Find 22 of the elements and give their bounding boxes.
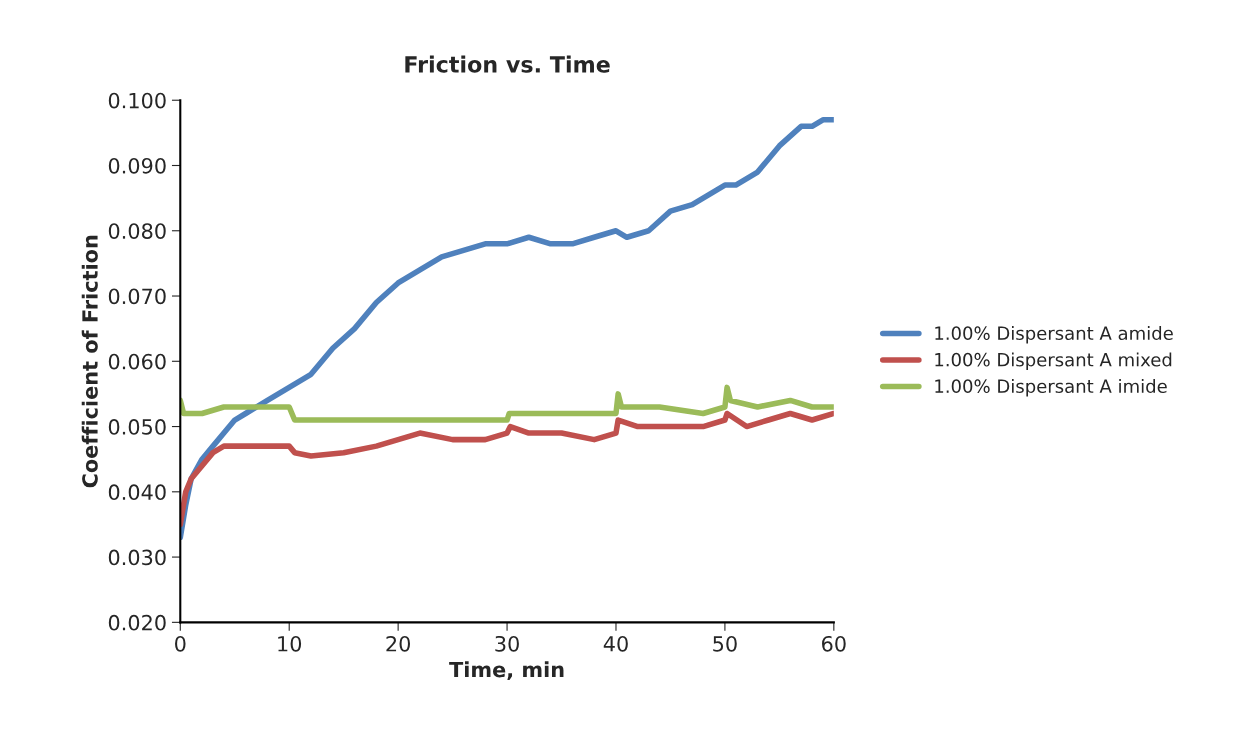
y-tick-label: 0.040 <box>108 484 166 501</box>
y-tick-label: 0.060 <box>108 353 166 370</box>
x-tick-label: 10 <box>278 635 302 652</box>
chart-title: Friction vs. Time <box>405 55 610 73</box>
legend-label: 1.00% Dispersant A amide <box>935 326 1173 344</box>
y-tick-label: 0.050 <box>108 419 166 435</box>
x-axis-title: Time, min <box>449 661 564 681</box>
y-tick-label: 0.030 <box>108 549 166 566</box>
y-tick-label: 0.090 <box>108 157 166 174</box>
legend-label: 1.00% Dispersant A imide <box>935 379 1167 397</box>
x-tick-label: 20 <box>386 635 411 652</box>
y-tick-label: 0.070 <box>108 288 166 305</box>
x-tick-label: 40 <box>603 635 628 652</box>
x-tick-label: 50 <box>713 635 737 652</box>
x-tick-label: 60 <box>822 635 846 652</box>
y-axis-title: Coefficient of Friction <box>81 235 98 488</box>
y-tick-label: 0.080 <box>108 223 166 239</box>
y-tick-label: 0.020 <box>108 614 166 631</box>
x-tick-label: 30 <box>495 635 519 652</box>
x-tick-label: 0 <box>175 635 186 652</box>
y-tick-label: 0.100 <box>108 92 166 109</box>
legend-label: 1.00% Dispersant A mixed <box>935 352 1172 371</box>
